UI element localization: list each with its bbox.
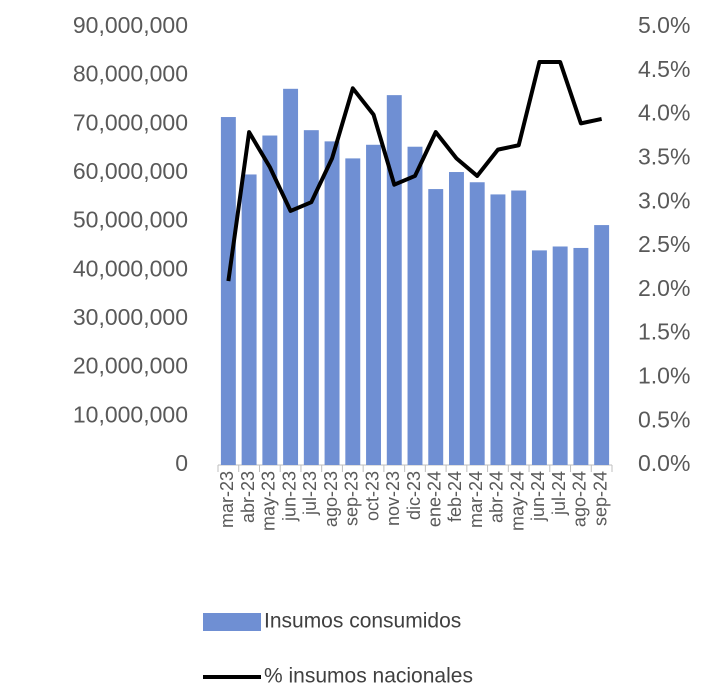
x-tick-label: jun-24 [528, 471, 548, 522]
x-tick-label: jun-23 [279, 471, 299, 522]
x-tick-label: jul-23 [300, 471, 320, 516]
y2-tick-label: 5.0% [638, 12, 690, 38]
y2-tick-label: 0.0% [638, 450, 690, 476]
x-tick-label: mar-24 [466, 471, 486, 528]
x-tick-label: sep-23 [342, 471, 362, 526]
x-tick-label: abr-24 [487, 471, 507, 523]
x-tick-label: nov-23 [383, 471, 403, 526]
x-tick-label: abr-23 [238, 471, 258, 523]
bar [303, 130, 319, 465]
y-tick-label: 10,000,000 [73, 401, 188, 427]
y-tick-label: 60,000,000 [73, 158, 188, 184]
y-tick-label: 40,000,000 [73, 255, 188, 281]
bar [283, 88, 299, 465]
x-tick-label: mar-23 [217, 471, 237, 528]
legend-label: Insumos consumidos [264, 610, 461, 633]
bar [366, 144, 381, 466]
bar [262, 135, 278, 465]
bar [469, 182, 485, 465]
x-tick-label: may-24 [507, 471, 527, 531]
y2-tick-label: 3.0% [638, 187, 690, 213]
bar [573, 247, 589, 465]
y-tick-label: 80,000,000 [73, 61, 188, 87]
y2-tick-label: 4.5% [638, 56, 690, 82]
y-tick-label: 30,000,000 [73, 304, 188, 330]
y2-tick-label: 1.5% [638, 319, 690, 345]
bar [552, 246, 568, 465]
x-tick-label: may-23 [259, 471, 279, 531]
x-tick-label: jul-24 [549, 471, 569, 516]
bar [449, 172, 464, 465]
bar [220, 117, 236, 466]
y-tick-label: 90,000,000 [73, 12, 188, 38]
bar [428, 189, 444, 465]
bar [407, 146, 423, 465]
y-tick-label: 0 [175, 450, 188, 476]
legend-swatch [203, 613, 261, 631]
y2-tick-label: 2.5% [638, 231, 690, 257]
y2-tick-label: 2.0% [638, 275, 690, 301]
x-tick-label: dic-23 [404, 471, 424, 520]
bar [386, 95, 402, 465]
x-tick-label: feb-24 [445, 471, 465, 522]
x-tick-label: ago-23 [321, 471, 341, 527]
y2-tick-label: 0.5% [638, 406, 690, 432]
x-tick-label: ene-24 [424, 471, 444, 527]
y2-tick-label: 3.5% [638, 143, 690, 169]
bar [324, 141, 340, 465]
bar [594, 225, 610, 465]
y2-tick-label: 4.0% [638, 100, 690, 126]
y-tick-label: 50,000,000 [73, 207, 188, 233]
bar [511, 190, 527, 465]
y-tick-label: 70,000,000 [73, 109, 188, 135]
x-tick-label: sep-24 [590, 471, 610, 526]
bar [490, 194, 506, 465]
y2-tick-label: 1.0% [638, 362, 690, 388]
legend-label: % insumos nacionales [264, 665, 473, 687]
x-tick-label: oct-23 [362, 471, 382, 521]
y-tick-label: 20,000,000 [73, 353, 188, 379]
bar [241, 174, 257, 465]
line [226, 60, 603, 282]
bar [531, 250, 547, 465]
x-tick-label: ago-24 [570, 471, 590, 527]
bar [345, 158, 361, 465]
